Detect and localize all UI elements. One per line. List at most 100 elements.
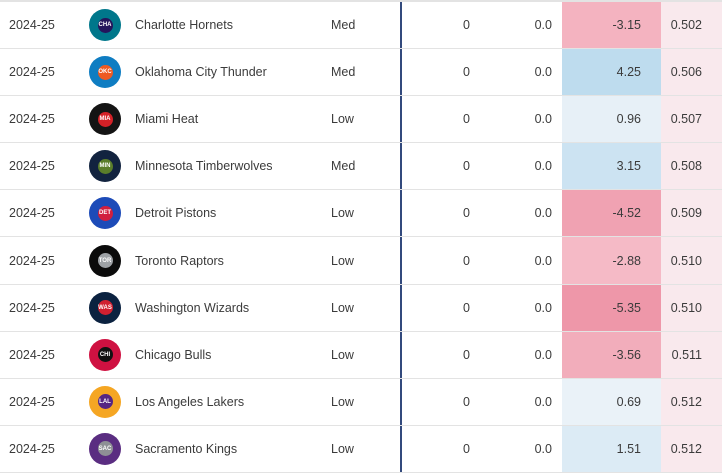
team-logo-inner	[97, 158, 113, 174]
team-logo-inner	[97, 205, 113, 221]
team-logo-inner	[97, 394, 113, 410]
team-logo-inner	[97, 347, 113, 363]
team-logo-cell: LAL	[75, 379, 135, 425]
level-cell: Low	[331, 300, 354, 315]
avg-cell: 0.0	[534, 65, 552, 80]
team-logo-cell: TOR	[75, 237, 135, 283]
team-name[interactable]: Washington Wizards	[135, 300, 250, 315]
win-pct-cell: 0.502	[661, 2, 722, 49]
team-logo: LAL	[89, 385, 121, 418]
win-pct-cell: 0.512	[661, 378, 722, 425]
team-name[interactable]: Chicago Bulls	[135, 347, 212, 362]
rating-cell: -3.56	[562, 331, 661, 378]
games-cell: 0	[400, 331, 480, 378]
season-cell: 2024-25	[9, 159, 55, 174]
team-abbr: MIN	[99, 163, 111, 170]
win-pct-cell: 0.509	[661, 190, 722, 237]
avg-cell: 0.0	[534, 206, 552, 221]
season-cell: 2024-25	[9, 300, 55, 315]
team-logo-cell: MIA	[75, 96, 135, 142]
table-row[interactable]: 2024-25 MIA Miami Heat Low 0 0.0 0.96 0.…	[0, 96, 722, 144]
team-logo-cell: DET	[75, 190, 135, 236]
team-name[interactable]: Los Angeles Lakers	[135, 394, 245, 409]
level-cell: Med	[331, 159, 356, 174]
team-abbr: CHA	[98, 22, 112, 29]
team-logo-cell: OKC	[75, 49, 135, 95]
team-logo: CHA	[89, 9, 121, 42]
team-logo-cell: SAC	[75, 426, 135, 472]
season-cell: 2024-25	[9, 112, 55, 127]
win-pct-cell: 0.512	[661, 425, 722, 472]
season-cell: 2024-25	[9, 441, 55, 456]
rating-cell: -3.15	[562, 2, 661, 49]
games-cell: 0	[400, 49, 480, 96]
team-abbr: WAS	[98, 304, 112, 311]
team-name[interactable]: Charlotte Hornets	[135, 18, 233, 33]
table-row[interactable]: 2024-25 TOR Toronto Raptors Low 0 0.0 -2…	[0, 237, 722, 285]
team-abbr: LAL	[99, 398, 111, 405]
level-cell: Med	[331, 18, 356, 33]
games-cell: 0	[400, 96, 480, 143]
team-name[interactable]: Sacramento Kings	[135, 441, 238, 456]
season-cell: 2024-25	[9, 18, 55, 33]
team-logo-inner	[97, 253, 113, 269]
team-abbr: SAC	[98, 445, 112, 452]
table-row[interactable]: 2024-25 OKC Oklahoma City Thunder Med 0 …	[0, 49, 722, 97]
team-logo: TOR	[89, 244, 121, 277]
table-row[interactable]: 2024-25 CHA Charlotte Hornets Med 0 0.0 …	[0, 2, 722, 50]
season-cell: 2024-25	[9, 394, 55, 409]
table-row[interactable]: 2024-25 WAS Washington Wizards Low 0 0.0…	[0, 284, 722, 332]
team-name[interactable]: Minnesota Timberwolves	[135, 159, 273, 174]
rating-cell: -5.35	[562, 284, 661, 331]
win-pct-cell: 0.506	[661, 49, 722, 96]
avg-cell: 0.0	[534, 347, 552, 362]
team-name[interactable]: Detroit Pistons	[135, 206, 217, 221]
rating-cell: 0.69	[562, 378, 661, 425]
team-abbr: TOR	[98, 257, 112, 264]
rating-cell: 3.15	[562, 143, 661, 190]
rating-cell: -4.52	[562, 190, 661, 237]
team-logo: MIA	[89, 103, 121, 136]
level-cell: Low	[331, 441, 354, 456]
team-logo-cell: MIN	[75, 143, 135, 189]
season-cell: 2024-25	[9, 347, 55, 362]
games-cell: 0	[400, 143, 480, 190]
season-cell: 2024-25	[9, 206, 55, 221]
games-cell: 0	[400, 284, 480, 331]
avg-cell: 0.0	[534, 394, 552, 409]
table-row[interactable]: 2024-25 LAL Los Angeles Lakers Low 0 0.0…	[0, 378, 722, 426]
win-pct-cell: 0.510	[661, 284, 722, 331]
team-logo-inner	[97, 64, 113, 80]
level-cell: Med	[331, 65, 356, 80]
win-pct-cell: 0.511	[661, 331, 722, 378]
team-name[interactable]: Oklahoma City Thunder	[135, 65, 267, 80]
team-logo-cell: CHA	[75, 2, 135, 48]
season-cell: 2024-25	[9, 253, 55, 268]
team-name[interactable]: Toronto Raptors	[135, 253, 224, 268]
table-row[interactable]: 2024-25 CHI Chicago Bulls Low 0 0.0 -3.5…	[0, 331, 722, 379]
team-logo: DET	[89, 197, 121, 230]
avg-cell: 0.0	[534, 253, 552, 268]
rating-cell: 4.25	[562, 49, 661, 96]
table-row[interactable]: 2024-25 SAC Sacramento Kings Low 0 0.0 1…	[0, 425, 722, 473]
team-abbr: DET	[99, 210, 111, 217]
team-logo-cell: CHI	[75, 332, 135, 378]
table-row[interactable]: 2024-25 MIN Minnesota Timberwolves Med 0…	[0, 143, 722, 191]
avg-cell: 0.0	[534, 441, 552, 456]
team-logo-cell: WAS	[75, 285, 135, 331]
table-row[interactable]: 2024-25 DET Detroit Pistons Low 0 0.0 -4…	[0, 190, 722, 238]
avg-cell: 0.0	[534, 159, 552, 174]
team-name[interactable]: Miami Heat	[135, 112, 199, 127]
level-cell: Low	[331, 112, 354, 127]
win-pct-cell: 0.508	[661, 143, 722, 190]
team-logo: WAS	[89, 291, 121, 324]
avg-cell: 0.0	[534, 112, 552, 127]
season-cell: 2024-25	[9, 65, 55, 80]
level-cell: Low	[331, 347, 354, 362]
team-abbr: OKC	[98, 69, 112, 76]
team-logo: CHI	[89, 338, 121, 371]
team-logo: OKC	[89, 56, 121, 89]
rating-cell: -2.88	[562, 237, 661, 284]
games-cell: 0	[400, 237, 480, 284]
team-logo: MIN	[89, 150, 121, 183]
